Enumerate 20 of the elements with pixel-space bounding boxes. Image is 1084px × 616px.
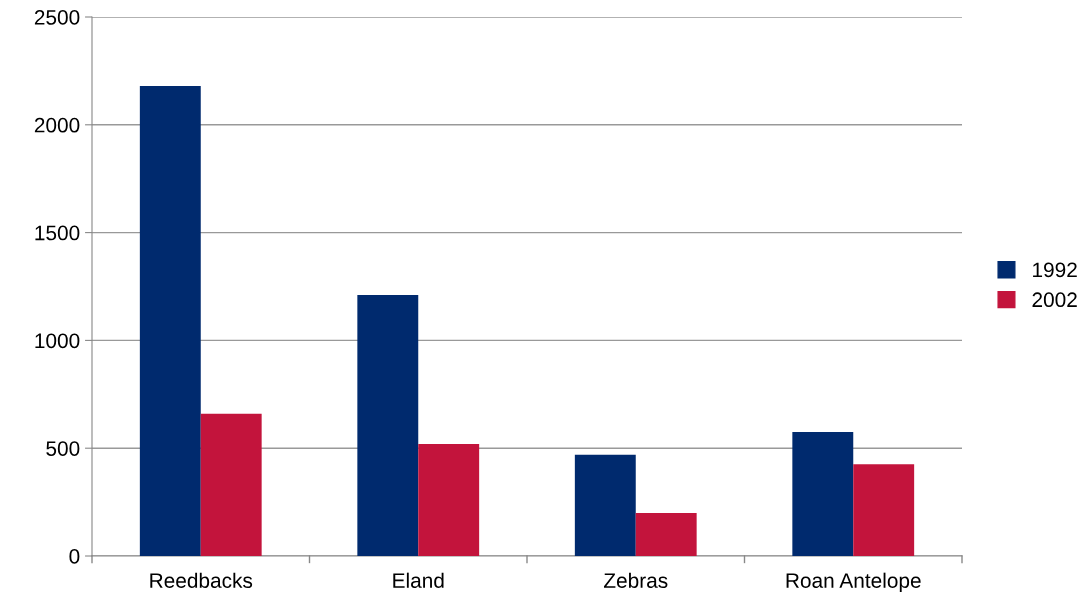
x-tick-label: Zebras	[603, 572, 668, 588]
y-tick-label: 0	[69, 549, 80, 564]
x-tick-label: Reedbacks	[150, 572, 253, 588]
bar	[418, 443, 480, 556]
bar	[357, 295, 419, 556]
bar	[792, 432, 854, 556]
bar	[853, 464, 915, 556]
bar	[200, 413, 262, 556]
x-tick-label: Eland	[393, 572, 444, 588]
legend-label: 1992	[1033, 262, 1077, 278]
bar	[139, 85, 201, 556]
legend-label: 2002	[1032, 292, 1077, 308]
y-tick-label: 500	[46, 441, 80, 456]
y-tick-label: 2500	[34, 10, 80, 25]
x-tick-label: Roan Antelope	[786, 572, 921, 593]
bar	[574, 454, 636, 556]
y-tick-label: 1500	[35, 225, 80, 241]
y-tick-label: 2000	[34, 117, 80, 133]
bar	[635, 512, 697, 556]
y-tick-label: 1000	[35, 333, 80, 349]
